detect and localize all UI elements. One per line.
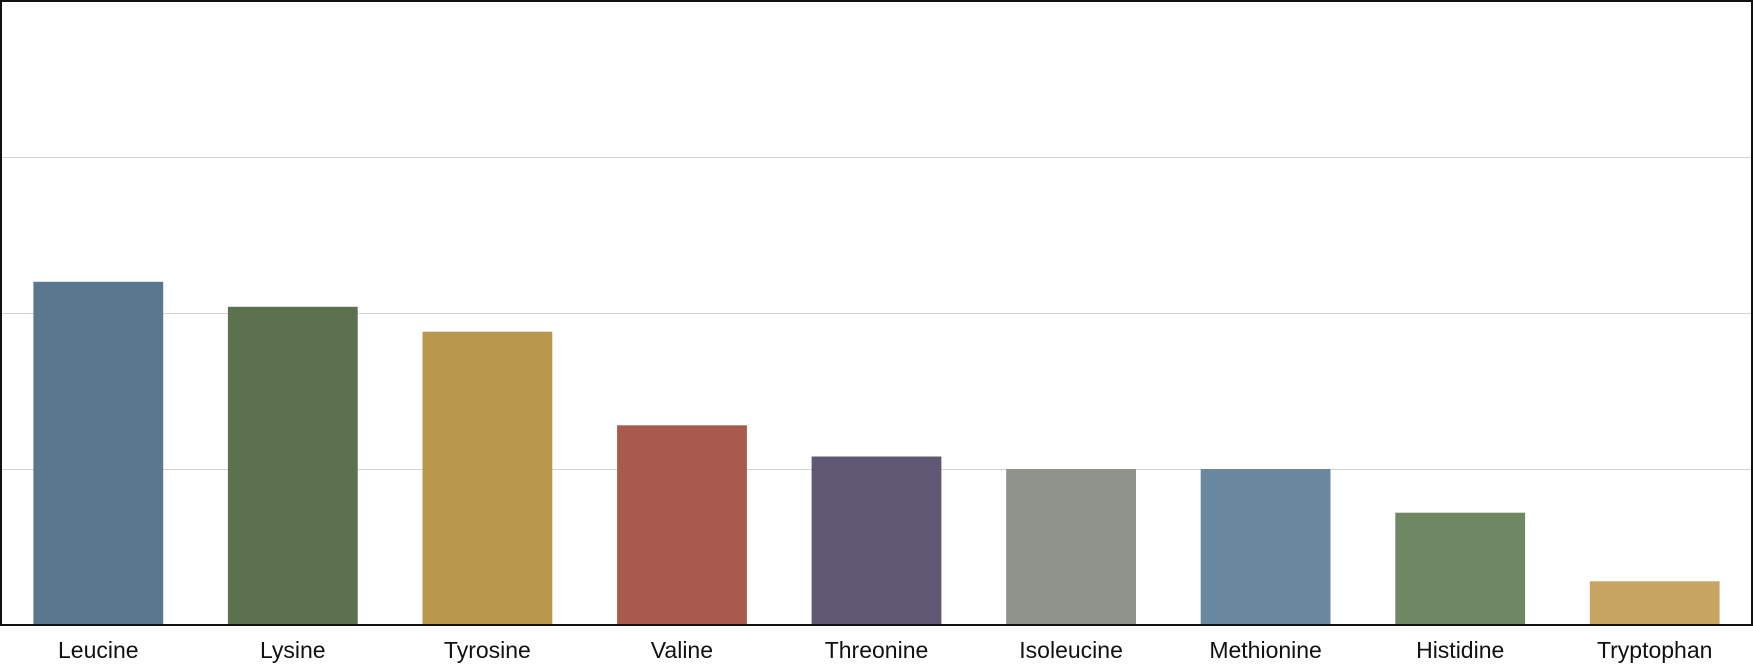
bar-lysine xyxy=(227,306,358,625)
x-tick-label: Isoleucine xyxy=(1019,637,1123,663)
bar-tyrosine xyxy=(422,331,553,625)
x-tick-label: Methionine xyxy=(1209,637,1322,663)
bar-histidine xyxy=(1395,512,1526,625)
x-tick-label: Lysine xyxy=(260,637,326,663)
bars xyxy=(33,281,1720,625)
x-tick-label: Leucine xyxy=(58,637,139,663)
bar-leucine xyxy=(33,281,164,625)
bar-isoleucine xyxy=(1006,469,1136,625)
bar-methionine xyxy=(1200,469,1331,625)
x-tick-label: Tyrosine xyxy=(444,637,531,663)
plot-frame xyxy=(0,0,1753,626)
x-tick-label: Tryptophan xyxy=(1597,637,1713,663)
bar-tryptophan xyxy=(1589,581,1720,625)
x-tick-label: Histidine xyxy=(1416,637,1504,663)
x-tick-label: Threonine xyxy=(825,637,929,663)
x-tick-label: Valine xyxy=(651,637,713,663)
bar-valine xyxy=(617,425,747,625)
bar-threonine xyxy=(811,456,942,625)
x-tick-labels: Leucine Lysine Tyrosine Valine Threonine Isol… xyxy=(58,637,1712,663)
